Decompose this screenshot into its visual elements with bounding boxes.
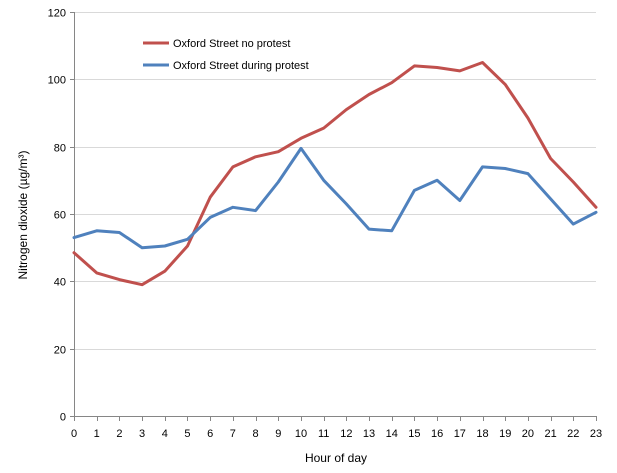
x-tick-label: 3 <box>139 428 145 440</box>
x-tick-label: 20 <box>522 428 534 440</box>
x-axis-ticks: 0 1 2 3 4 5 6 7 8 9 10 11 12 13 14 15 16 17 18 19 20 21 22 23 <box>71 416 602 440</box>
series-line-2 <box>72 146 598 250</box>
x-tick-label: 18 <box>476 428 488 440</box>
x-tick-label: 0 <box>71 428 77 440</box>
x-tick-label: 5 <box>184 428 190 440</box>
x-tick-label: 15 <box>408 428 420 440</box>
y-tick-label: 40 <box>54 277 66 289</box>
y-tick-label: 80 <box>54 143 66 155</box>
legend-label: Oxford Street no protest <box>173 38 290 50</box>
x-tick-label: 17 <box>454 428 466 440</box>
gridlines <box>74 12 596 350</box>
y-tick-label: 120 <box>48 8 66 20</box>
x-tick-label: 2 <box>116 428 122 440</box>
x-tick-label: 13 <box>363 428 375 440</box>
x-tick-label: 19 <box>499 428 511 440</box>
x-tick-label: 1 <box>94 428 100 440</box>
x-tick-label: 22 <box>567 428 579 440</box>
x-tick-label: 4 <box>162 428 168 440</box>
x-tick-label: 23 <box>590 428 602 440</box>
legend: Oxford Street no protest Oxford Street du… <box>143 38 309 72</box>
x-tick-label: 14 <box>386 428 398 440</box>
x-tick-label: 6 <box>207 428 213 440</box>
y-tick-label: 20 <box>54 345 66 357</box>
y-tick-label: 100 <box>48 75 66 87</box>
data-series <box>72 61 598 287</box>
legend-label: Oxford Street during protest <box>173 60 309 72</box>
y-tick-label: 0 <box>60 412 66 424</box>
x-tick-label: 11 <box>318 428 329 440</box>
x-tick-label: 16 <box>431 428 443 440</box>
x-tick-label: 7 <box>230 428 236 440</box>
series-line-1 <box>72 61 598 287</box>
y-axis-ticks: 0 20 40 60 80 100 120 <box>48 8 74 424</box>
x-tick-label: 12 <box>340 428 352 440</box>
axes <box>74 12 596 417</box>
x-tick-label: 9 <box>275 428 281 440</box>
y-tick-label: 60 <box>54 210 66 222</box>
x-axis-title: Hour of day <box>305 451 367 465</box>
y-axis-title: Nitrogen dioxide (µg/m³) <box>16 151 30 280</box>
x-tick-label: 10 <box>295 428 307 440</box>
x-tick-label: 21 <box>544 428 556 440</box>
x-tick-label: 8 <box>253 428 259 440</box>
